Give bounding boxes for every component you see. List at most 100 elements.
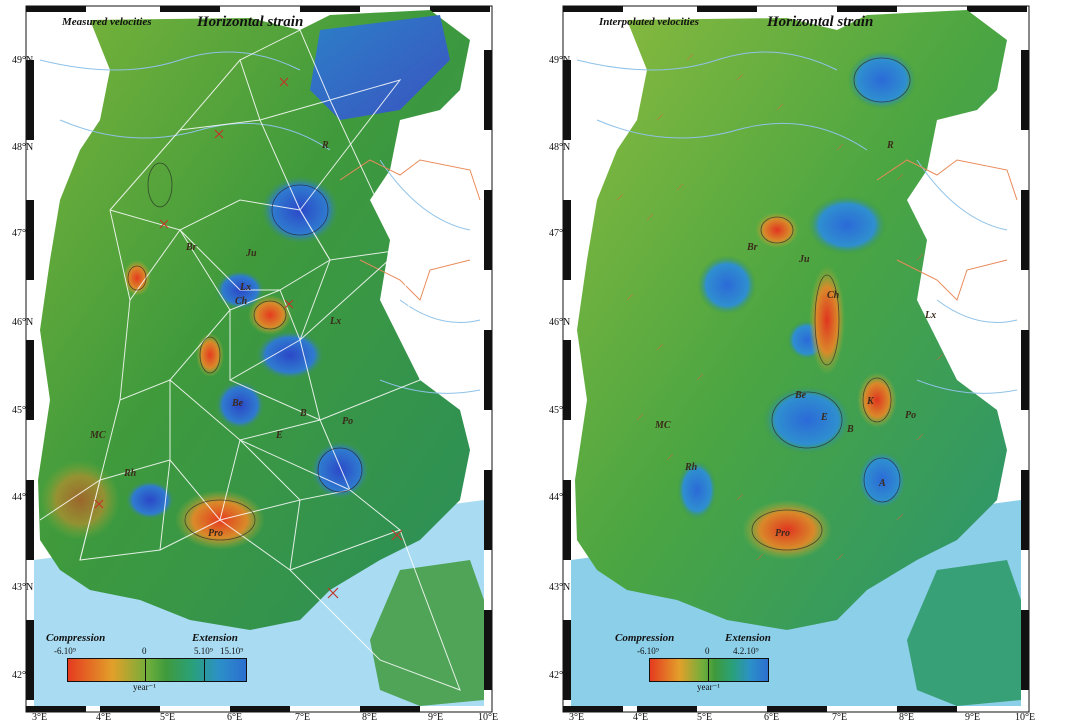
region-label: Lx <box>925 310 937 321</box>
region-label: Br <box>186 242 197 253</box>
region-label: K <box>867 396 874 407</box>
legend-unit: year⁻¹ <box>697 682 720 692</box>
extension-patch-north <box>847 50 917 110</box>
left-frame-ticks <box>26 6 492 712</box>
rivers <box>576 51 1018 394</box>
country-borders <box>876 159 1018 301</box>
lat-label: 46°N <box>549 317 571 328</box>
lon-label: 9°E <box>965 712 981 723</box>
right-title: Horizontal strain <box>767 14 874 30</box>
lon-label: 6°E <box>227 712 243 723</box>
lon-label: 4°E <box>96 712 112 723</box>
region-label: Lx <box>240 282 252 293</box>
region-label: Pro <box>775 528 790 539</box>
lat-label: 47°N <box>12 228 34 239</box>
legend-colorbar <box>649 658 769 682</box>
region-label: Rh <box>124 468 137 479</box>
region-label: MC <box>655 420 671 431</box>
legend-tick: 0 <box>142 646 147 656</box>
legend-tick: 5.10⁹ <box>194 646 213 656</box>
lon-label: 8°E <box>899 712 915 723</box>
left-strain-map <box>25 5 493 713</box>
region-label: A <box>879 478 886 489</box>
contour-lines <box>127 162 363 541</box>
lon-label: 7°E <box>295 712 311 723</box>
legend-tick: 15.10⁹ <box>220 646 244 656</box>
region-label: Po <box>342 416 354 427</box>
region-label: B <box>300 408 307 419</box>
lon-label: 6°E <box>764 712 780 723</box>
region-label: Ch <box>235 296 248 307</box>
legend-tick: -6.10⁹ <box>54 646 76 656</box>
region-label: Pro <box>208 528 223 539</box>
region-label: B <box>847 424 854 435</box>
region-label: R <box>322 140 329 151</box>
corsica-field <box>370 560 484 706</box>
lat-label: 49°N <box>12 55 34 66</box>
legend-compression-label: Compression <box>46 632 106 644</box>
lat-label: 42°N <box>549 670 571 681</box>
right-frame-ticks <box>563 6 1029 712</box>
region-label: Be <box>232 398 244 409</box>
legend-mid-mark <box>204 658 205 682</box>
region-label: E <box>276 430 283 441</box>
triangulation-network <box>39 29 461 691</box>
legend-compression-label: Compression <box>615 632 675 644</box>
lon-label: 5°E <box>160 712 176 723</box>
lat-label: 49°N <box>549 55 571 66</box>
lat-label: 48°N <box>549 142 571 153</box>
region-label: Rh <box>685 462 698 473</box>
extension-patch-north <box>310 15 450 120</box>
left-subtitle: Measured velocities <box>62 16 152 28</box>
legend-extension-label: Extension <box>725 632 771 644</box>
left-map-panel: Measured velocities Horizontal strain 49… <box>0 0 536 724</box>
strain-crosses <box>94 77 403 599</box>
lat-label: 45°N <box>549 405 571 416</box>
lon-label: 10°E <box>478 712 499 723</box>
lon-label: 3°E <box>32 712 48 723</box>
lat-label: 42°N <box>12 670 34 681</box>
legend-zero-mark <box>708 658 709 682</box>
legend-tick: 4.2.10⁹ <box>733 646 759 656</box>
legend-zero-mark <box>145 658 146 682</box>
lon-label: 5°E <box>697 712 713 723</box>
rivers <box>39 51 481 394</box>
region-label: Po <box>905 410 917 421</box>
lon-label: 8°E <box>362 712 378 723</box>
legend-tick: 0 <box>705 646 710 656</box>
country-borders <box>339 159 481 301</box>
left-title: Horizontal strain <box>197 14 304 30</box>
region-label: Be <box>795 390 807 401</box>
region-label: Ju <box>246 248 257 259</box>
lat-label: 43°N <box>549 582 571 593</box>
lon-label: 10°E <box>1015 712 1036 723</box>
lon-label: 4°E <box>633 712 649 723</box>
lat-label: 44°N <box>12 492 34 503</box>
corsica-field <box>907 560 1021 706</box>
lon-label: 7°E <box>832 712 848 723</box>
lon-label: 9°E <box>428 712 444 723</box>
region-label: E <box>821 412 828 423</box>
region-label: Ch <box>827 290 840 301</box>
region-label: Br <box>747 242 758 253</box>
lat-label: 43°N <box>12 582 34 593</box>
legend-extension-label: Extension <box>192 632 238 644</box>
right-map-panel: Interpolated velocities Horizontal strai… <box>537 0 1073 724</box>
region-label: Ju <box>799 254 810 265</box>
lon-label: 3°E <box>569 712 585 723</box>
right-subtitle: Interpolated velocities <box>599 16 699 28</box>
region-label: Lx <box>330 316 342 327</box>
strain-ticks <box>616 53 944 561</box>
lat-label: 48°N <box>12 142 34 153</box>
legend-unit: year⁻¹ <box>133 682 156 692</box>
right-strain-map <box>562 5 1030 713</box>
legend-tick: -6.10⁹ <box>637 646 659 656</box>
compression-patch-chablais <box>809 265 845 375</box>
contour-lines <box>751 57 911 551</box>
lat-label: 45°N <box>12 405 34 416</box>
region-label: R <box>887 140 894 151</box>
lat-label: 44°N <box>549 492 571 503</box>
legend-colorbar <box>67 658 247 682</box>
region-label: MC <box>90 430 106 441</box>
lat-label: 46°N <box>12 317 34 328</box>
